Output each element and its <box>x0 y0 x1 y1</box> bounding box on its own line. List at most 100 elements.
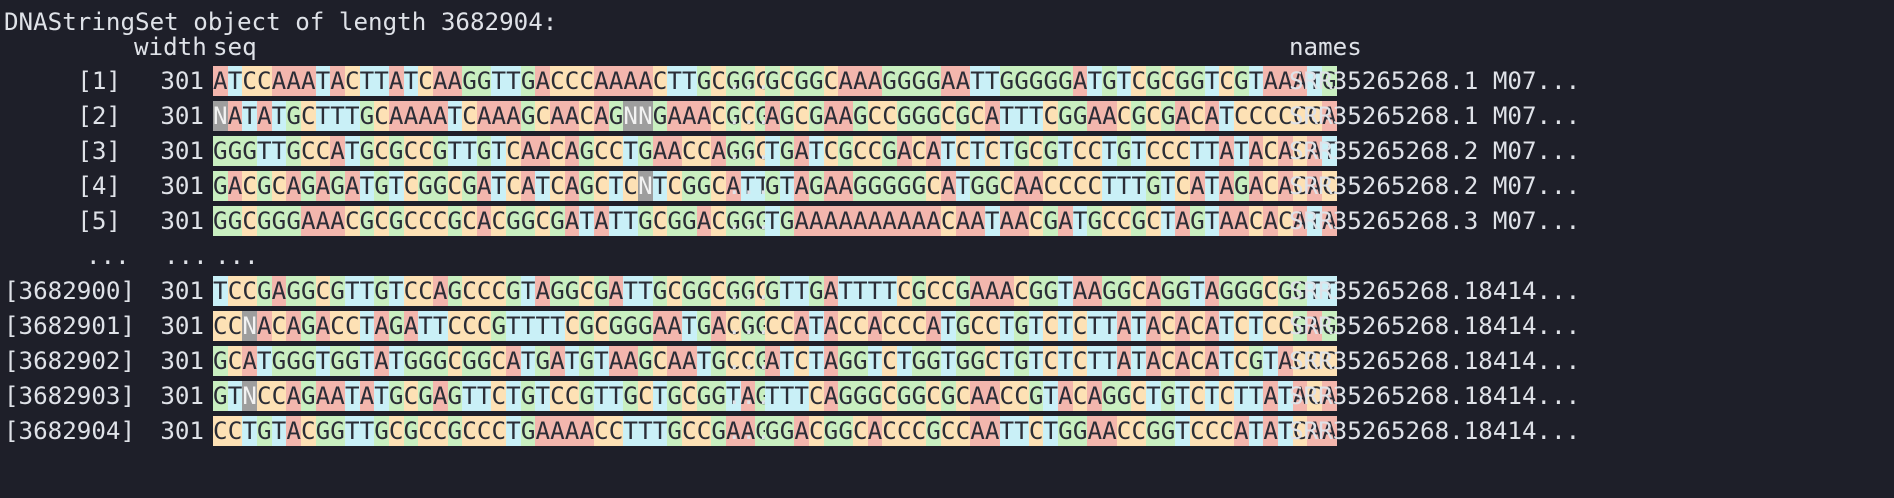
base-G: G <box>476 136 492 166</box>
base-C: C <box>344 206 360 236</box>
base-G: G <box>882 66 897 96</box>
base-C: C <box>852 416 868 446</box>
base-A: A <box>838 206 853 236</box>
base-G: G <box>882 171 897 201</box>
base-T: T <box>1102 346 1117 376</box>
base-T: T <box>564 346 580 376</box>
base-A: A <box>1307 416 1322 446</box>
base-C: C <box>725 311 741 341</box>
base-G: G <box>1277 276 1293 306</box>
base-C: C <box>1028 136 1044 166</box>
base-C: C <box>388 416 404 446</box>
base-C: C <box>1028 206 1044 236</box>
base-G: G <box>740 276 756 306</box>
base-G: G <box>1043 276 1059 306</box>
base-A: A <box>535 276 551 306</box>
base-G: G <box>256 171 272 201</box>
base-T: T <box>344 276 360 306</box>
base-C: C <box>1307 381 1322 411</box>
base-C: C <box>1043 171 1059 201</box>
base-C: C <box>300 416 316 446</box>
base-T: T <box>594 346 609 376</box>
base-A: A <box>330 66 345 96</box>
base-C: C <box>403 206 419 236</box>
base-A: A <box>667 311 682 341</box>
base-A: A <box>388 101 404 131</box>
base-G: G <box>740 311 756 341</box>
base-G: G <box>476 66 492 96</box>
base-T: T <box>418 311 433 341</box>
base-T: T <box>779 276 795 306</box>
base-C: C <box>403 136 419 166</box>
base-A: A <box>1102 416 1117 446</box>
base-A: A <box>1058 206 1073 236</box>
base-A: A <box>955 66 971 96</box>
base-T: T <box>1234 381 1249 411</box>
base-G: G <box>711 346 726 376</box>
object-header-text: DNAStringSet object of length 3682904: <box>4 8 558 36</box>
base-T: T <box>696 346 712 376</box>
base-A: A <box>999 276 1015 306</box>
base-C: C <box>1160 346 1176 376</box>
base-T: T <box>1204 381 1220 411</box>
base-C: C <box>491 206 507 236</box>
base-C: C <box>740 101 756 131</box>
base-C: C <box>1072 381 1088 411</box>
base-G: G <box>1043 206 1059 236</box>
base-G: G <box>608 101 624 131</box>
base-G: G <box>1321 66 1337 96</box>
base-G: G <box>1058 66 1073 96</box>
base-A: A <box>271 276 287 306</box>
base-A: A <box>1321 416 1337 446</box>
base-C: C <box>1321 346 1337 376</box>
base-G: G <box>1160 276 1176 306</box>
base-A: A <box>1263 416 1278 446</box>
base-C: C <box>652 66 668 96</box>
base-T: T <box>535 171 551 201</box>
base-G: G <box>1248 276 1264 306</box>
base-A: A <box>1014 206 1029 236</box>
base-C: C <box>213 311 228 341</box>
base-G: G <box>359 136 375 166</box>
base-A: A <box>1087 416 1103 446</box>
base-G: G <box>403 346 419 376</box>
base-C: C <box>1116 206 1132 236</box>
width-column-header: width <box>134 33 207 61</box>
base-C: C <box>970 101 985 131</box>
sequence-name: SRR35265268.18414... <box>1289 312 1581 340</box>
base-A: A <box>823 206 839 236</box>
base-A: A <box>867 311 883 341</box>
base-T: T <box>359 346 375 376</box>
base-A: A <box>896 136 912 166</box>
base-C: C <box>418 276 433 306</box>
base-C: C <box>476 276 492 306</box>
base-C: C <box>740 346 756 376</box>
base-C: C <box>999 171 1015 201</box>
base-G: G <box>955 311 971 341</box>
row-index: [3] <box>77 137 121 165</box>
base-A: A <box>1204 276 1220 306</box>
base-G: G <box>911 171 927 201</box>
base-T: T <box>1175 416 1191 446</box>
sequence-name: SRR35265268.1 M07... <box>1289 67 1581 95</box>
base-T: T <box>227 66 243 96</box>
base-A: A <box>1234 416 1249 446</box>
sequence-head: CCTGTACGGTTGCGCCGCCCTGAAAACCTTTGCCGAAGC <box>213 416 785 446</box>
base-A: A <box>418 101 433 131</box>
base-G: G <box>608 311 624 341</box>
base-T: T <box>1102 311 1117 341</box>
base-C: C <box>1277 101 1293 131</box>
sequence-head: CCNACAGACCTAGATTCCCGTTTTCGCGGGAATGACGGC <box>213 311 785 341</box>
base-A: A <box>867 66 883 96</box>
base-T: T <box>1307 276 1322 306</box>
base-T: T <box>359 276 375 306</box>
base-C: C <box>506 136 521 166</box>
base-T: T <box>1131 311 1147 341</box>
base-G: G <box>579 311 595 341</box>
base-G: G <box>725 101 741 131</box>
base-T: T <box>1219 311 1234 341</box>
base-A: A <box>970 381 985 411</box>
